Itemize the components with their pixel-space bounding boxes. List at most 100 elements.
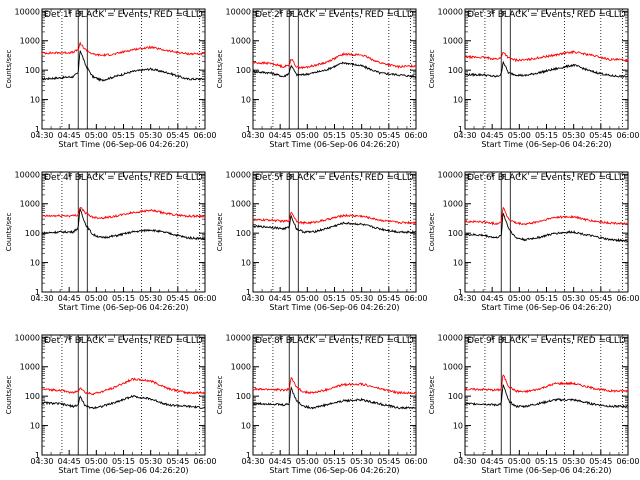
- x-tick-label: 05:15: [323, 457, 346, 466]
- series-events-line: [252, 385, 416, 410]
- y-tick-label: 10: [241, 96, 251, 105]
- x-tick-label: 05:00: [508, 294, 531, 303]
- x-tick-label: 05:45: [166, 294, 189, 303]
- chart-title: Det 5f BLACK = Events, RED = LLD: [255, 173, 414, 183]
- series-events-line: [252, 61, 417, 79]
- series-events-line: [41, 50, 206, 82]
- x-tick-label: 04:45: [269, 457, 292, 466]
- x-axis-label: Start Time (06-Sep-06 04:26:20): [58, 303, 188, 312]
- x-tick-label: 04:30: [453, 457, 476, 466]
- x-tick-label: 05:30: [139, 131, 162, 140]
- y-tick-label: 10000: [15, 7, 40, 16]
- series-events-line: [252, 214, 417, 234]
- y-tick-label: 100: [448, 392, 463, 401]
- x-tick-label: 06:00: [193, 457, 216, 466]
- x-tick-label: 05:45: [166, 457, 189, 466]
- chart-panel-3: Det 3f BLACK = Events, RED = LLD 1 10 100 10…: [428, 7, 640, 149]
- y-axis-label: Counts/sec: [428, 376, 436, 415]
- x-axis-label: Start Time (06-Sep-06 04:26:20): [58, 140, 188, 149]
- x-tick-label: 05:30: [139, 294, 162, 303]
- x-tick-label: 06:00: [193, 294, 216, 303]
- x-tick-label: 05:30: [562, 294, 585, 303]
- y-tick-label: 10: [241, 259, 251, 268]
- x-tick-label: 05:30: [350, 294, 373, 303]
- chart-panel-4: Det 4f BLACK = Events, RED = LLD 1 10 100 10…: [5, 170, 217, 312]
- series-events-line: [464, 212, 629, 243]
- series-events-line: [41, 394, 206, 410]
- y-tick-label: 10: [30, 96, 40, 105]
- marker-label-g: G: [393, 173, 398, 181]
- y-tick-label: 1000: [443, 363, 463, 372]
- marker-label-f: F: [79, 336, 83, 344]
- x-tick-label: 04:30: [30, 131, 53, 140]
- marker-label-g: G: [182, 10, 187, 18]
- marker-label-g: G: [605, 10, 610, 18]
- series-lld-line: [252, 52, 417, 70]
- chart-panel-5: Det 5f BLACK = Events, RED = LLD 1 10 100 10…: [216, 170, 428, 312]
- y-tick-label: 1000: [20, 37, 40, 46]
- x-axis-label: Start Time (06-Sep-06 04:26:20): [481, 466, 611, 475]
- x-tick-label: 05:15: [535, 131, 558, 140]
- marker-label-f: F: [502, 173, 506, 181]
- series-events-line: [464, 384, 629, 409]
- x-tick-label: 05:15: [323, 294, 346, 303]
- y-tick-label: 1: [35, 451, 40, 460]
- y-tick-label: 1: [458, 125, 463, 134]
- marker-label-g: G: [182, 336, 187, 344]
- y-tick-label: 1000: [443, 200, 463, 209]
- y-tick-label: 1000: [20, 200, 40, 209]
- y-tick-label: 100: [448, 66, 463, 75]
- x-tick-label: 05:45: [589, 294, 612, 303]
- x-tick-label: 06:00: [193, 131, 216, 140]
- chart-panel-8: Det 8f BLACK = Events, RED = LLD 1 10 100 10…: [216, 333, 428, 475]
- y-tick-label: 100: [25, 392, 40, 401]
- marker-label-e: E: [255, 10, 259, 18]
- x-axis-label: Start Time (06-Sep-06 04:26:20): [269, 140, 399, 149]
- marker-label-e: E: [255, 173, 259, 181]
- marker-label-f: F: [79, 10, 83, 18]
- x-tick-label: 04:45: [269, 294, 292, 303]
- chart-panel-6: Det 6f BLACK = Events, RED = LLD 1 10 100 10…: [428, 170, 640, 312]
- y-tick-label: 100: [25, 66, 40, 75]
- x-tick-label: 05:45: [166, 131, 189, 140]
- y-tick-label: 10: [453, 96, 463, 105]
- x-axis-label: Start Time (06-Sep-06 04:26:20): [269, 466, 399, 475]
- x-tick-label: 06:00: [404, 294, 427, 303]
- chart-title: Det 7f BLACK = Events, RED = LLD: [44, 336, 203, 346]
- plot-frame: [252, 334, 417, 456]
- marker-label-e: E: [467, 173, 471, 181]
- y-tick-label: 1000: [231, 200, 251, 209]
- y-axis-label: Counts/sec: [428, 213, 436, 252]
- y-axis-label: Counts/sec: [216, 50, 224, 89]
- x-tick-label: 05:15: [112, 457, 135, 466]
- plot-frame: [41, 8, 206, 130]
- x-tick-label: 05:00: [508, 131, 531, 140]
- y-tick-label: 1: [246, 451, 251, 460]
- x-tick-label: 04:30: [30, 457, 53, 466]
- y-tick-label: 10: [453, 422, 463, 431]
- x-tick-label: 05:00: [85, 131, 108, 140]
- series-lld-line: [252, 211, 417, 225]
- marker-label-g: G: [605, 336, 610, 344]
- y-axis-label: Counts/sec: [5, 50, 13, 89]
- chart-title: Det 9f BLACK = Events, RED = LLD: [467, 336, 626, 346]
- series-lld-line: [465, 374, 629, 394]
- y-tick-label: 1: [35, 288, 40, 297]
- chart-title: Det 8f BLACK = Events, RED = LLD: [255, 336, 414, 346]
- marker-label-e: E: [467, 10, 471, 18]
- x-tick-label: 06:00: [616, 294, 639, 303]
- plot-frame: [41, 171, 206, 293]
- y-tick-label: 10000: [438, 333, 463, 342]
- y-tick-label: 10: [453, 259, 463, 268]
- x-tick-label: 04:30: [241, 294, 264, 303]
- y-tick-label: 1000: [443, 37, 463, 46]
- marker-label-e: E: [467, 336, 471, 344]
- marker-label-g: G: [605, 173, 610, 181]
- plot-frame: [464, 334, 629, 456]
- y-tick-label: 100: [448, 229, 463, 238]
- x-tick-label: 05:00: [296, 457, 319, 466]
- x-tick-label: 05:00: [85, 294, 108, 303]
- marker-label-f: F: [290, 173, 294, 181]
- marker-label-f: F: [290, 336, 294, 344]
